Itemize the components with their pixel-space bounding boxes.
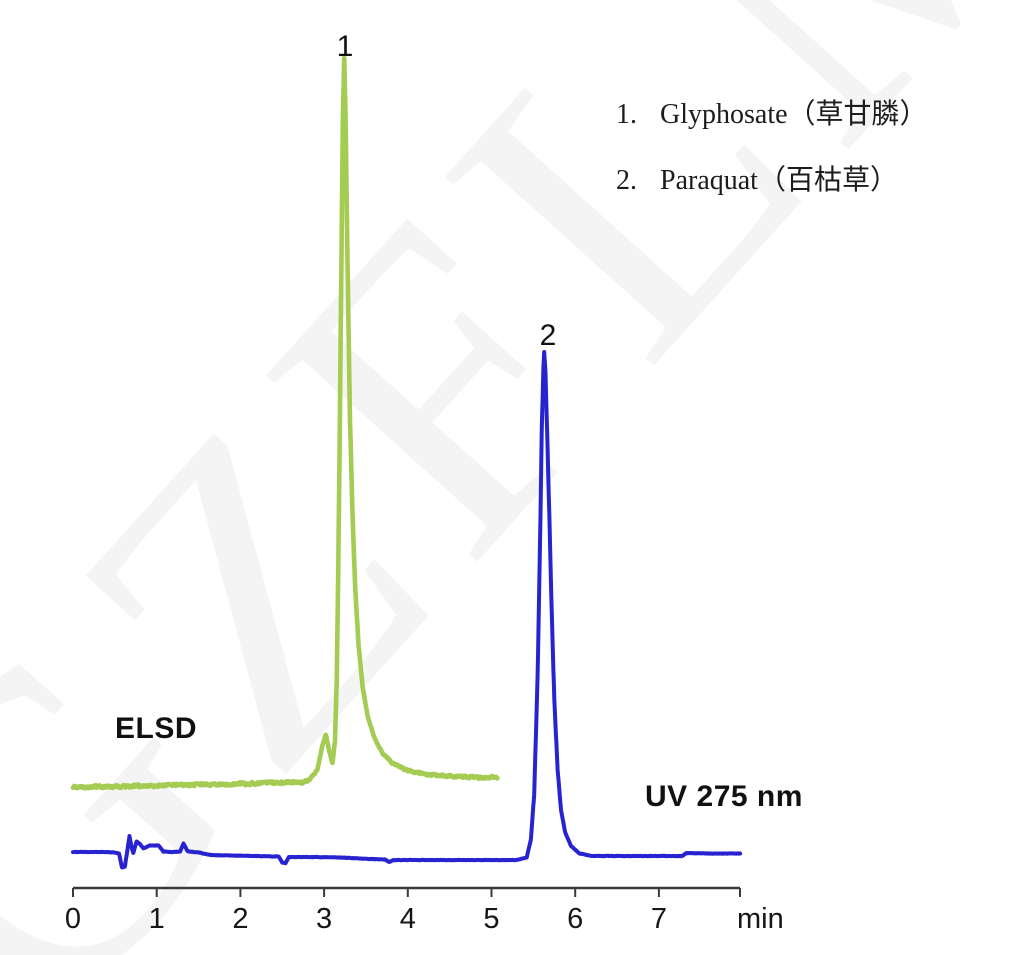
legend-item-label: Paraquat（百枯草） — [660, 165, 898, 196]
x-tick-label: 7 — [650, 903, 667, 935]
trace-elsd — [70, 55, 500, 791]
x-tick-label: 6 — [567, 903, 584, 935]
x-tick-label: 0 — [64, 903, 82, 935]
x-tick-label: 2 — [232, 903, 249, 935]
peak-1-label: 1 — [336, 30, 354, 63]
trace-uv-275-nm — [71, 350, 743, 870]
uv-detector-label: UV 275 nm — [645, 780, 803, 813]
legend-item-number: 1. — [616, 99, 637, 130]
x-axis-unit-label: min — [737, 903, 784, 935]
legend-item: 2. Paraquat（百枯草） — [616, 158, 928, 198]
legend-item: 1. Glyphosate（草甘膦） — [616, 92, 928, 132]
peak-legend: 1. Glyphosate（草甘膦） 2. Paraquat（百枯草） — [616, 92, 928, 224]
legend-item-number: 2. — [616, 165, 637, 196]
elsd-detector-label: ELSD — [115, 712, 198, 745]
x-tick-label: 4 — [399, 903, 416, 935]
peak-2-label: 2 — [539, 319, 557, 352]
x-tick-label: 3 — [316, 903, 333, 935]
x-tick-label: 5 — [483, 903, 500, 935]
x-tick-label: 1 — [148, 903, 165, 935]
legend-item-label: Glyphosate（草甘膦） — [660, 99, 928, 130]
